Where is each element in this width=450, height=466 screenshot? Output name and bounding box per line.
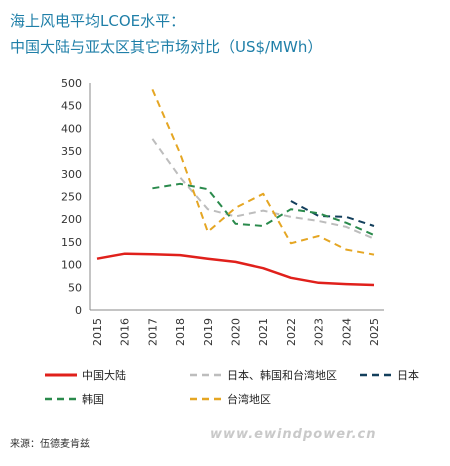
x-tick-label: 2021	[257, 318, 270, 346]
x-tick-label: 2020	[230, 318, 243, 346]
y-tick-label: 250	[61, 191, 82, 204]
y-tick-label: 450	[61, 100, 82, 113]
chart-series	[96, 89, 375, 287]
y-tick-label: 350	[61, 145, 82, 158]
series-line	[151, 138, 375, 240]
chart-title-line1: 海上风电平均LCOE水平：	[10, 12, 186, 30]
series-line	[152, 182, 375, 237]
y-tick-label: 50	[68, 281, 82, 294]
y-tick-label: 300	[61, 168, 82, 181]
source-note: 来源：伍德麦肯兹	[10, 439, 90, 450]
x-tick-label: 2024	[340, 318, 353, 346]
x-tick-label: 2019	[202, 318, 215, 346]
chart-title-line2: 中国大陆与亚太区其它市场对比（US$/MWh）	[10, 38, 323, 56]
x-tick-label: 2017	[146, 318, 159, 346]
legend-label: 台湾地区	[227, 392, 271, 406]
x-tick-label: 2018	[174, 318, 187, 346]
legend-label: 中国大陆	[82, 368, 126, 382]
chart-axes: 0 50 100 150 200 250 300 350 400 450 500 2015 2016 20…	[61, 77, 384, 346]
legend-label: 日本、韩国和台湾地区	[227, 368, 337, 382]
x-tick-label: 2015	[91, 318, 104, 346]
y-tick-label: 0	[75, 304, 82, 317]
x-tick-label: 2023	[313, 318, 326, 346]
legend-label: 韩国	[82, 392, 104, 406]
y-tick-label: 150	[61, 236, 82, 249]
watermark: www.ewindpower.cn	[210, 427, 377, 442]
y-tick-label: 200	[61, 213, 82, 226]
x-tick-label: 2022	[285, 318, 298, 346]
legend-label: 日本	[397, 368, 419, 382]
y-tick-label: 500	[61, 77, 82, 90]
series-line	[151, 89, 375, 256]
series-line	[96, 252, 375, 287]
x-tick-label: 2025	[368, 318, 381, 346]
series-line	[290, 200, 375, 227]
x-tick-label: 2016	[119, 318, 132, 346]
y-tick-label: 400	[61, 122, 82, 135]
y-tick-label: 100	[61, 259, 82, 272]
